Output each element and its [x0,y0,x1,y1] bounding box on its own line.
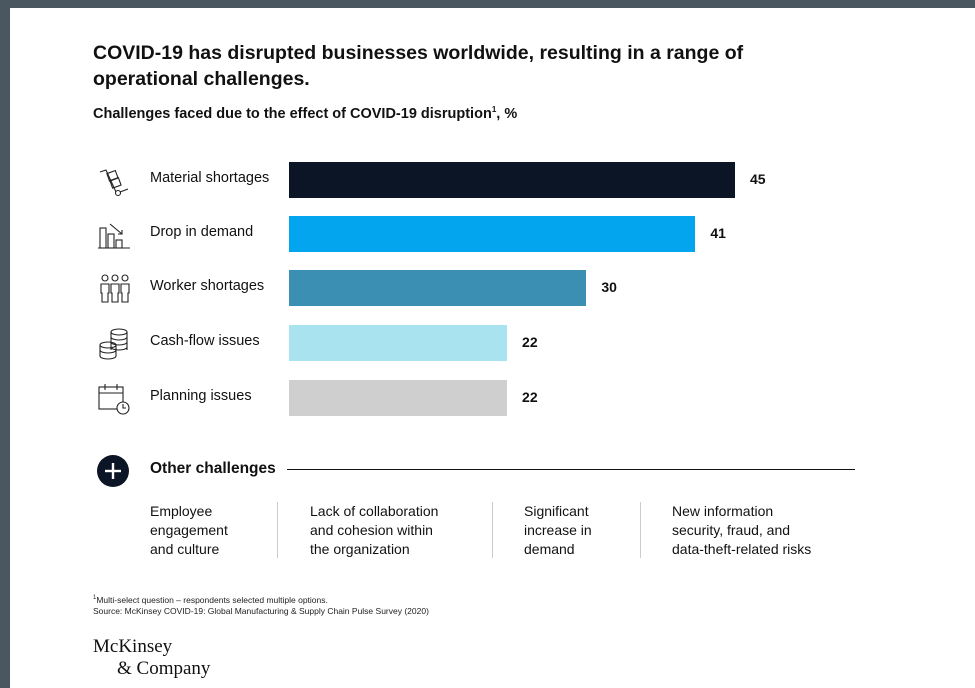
bar [289,216,696,252]
bar [289,380,508,416]
footnote: 1Multi-select question – respondents sel… [93,594,429,616]
bar-value-label: 30 [601,279,617,295]
calendar-clock-icon [96,380,134,418]
other-challenge-item: New information security, fraud, and dat… [672,503,812,557]
other-challenge-item: Significant increase in demand [524,503,592,557]
bar-value-label: 22 [522,389,538,405]
bar-category-label: Material shortages [150,170,270,186]
plus-icon [97,455,129,487]
bar-value-label: 22 [522,334,538,350]
other-challenge-item: Employee engagement and culture [150,503,228,557]
declining-bar-chart-icon [96,216,134,254]
workers-icon [96,270,134,308]
bar-value-label: 45 [750,171,766,187]
bar-category-label: Drop in demand [150,224,254,240]
chart-card: COVID-19 has disrupted businesses worldw… [10,8,975,688]
bar-value-label: 41 [710,225,726,241]
mckinsey-logo: McKinsey & Company [93,636,211,679]
divider [492,502,493,558]
bar-category-label: Planning issues [150,388,252,404]
bar-category-label: Cash-flow issues [150,333,260,349]
divider [640,502,641,558]
hand-truck-icon [96,162,134,200]
subtitle-text: Challenges faced due to the effect of CO… [93,105,492,122]
other-challenges-heading: Other challenges [150,460,276,477]
bar [289,162,735,198]
divider [287,469,855,470]
coin-stack-icon [96,325,134,363]
bar-category-label: Worker shortages [150,278,265,294]
subtitle-footnote-marker: 1 [491,105,497,114]
other-challenge-item: Lack of collaboration and cohesion withi… [310,503,439,557]
chart-subtitle: Challenges faced due to the effect of CO… [93,105,517,122]
divider [277,502,278,558]
chart-title: COVID-19 has disrupted businesses worldw… [93,42,744,90]
subtitle-unit: , % [496,105,518,122]
bar [289,325,508,361]
bar [289,270,587,306]
